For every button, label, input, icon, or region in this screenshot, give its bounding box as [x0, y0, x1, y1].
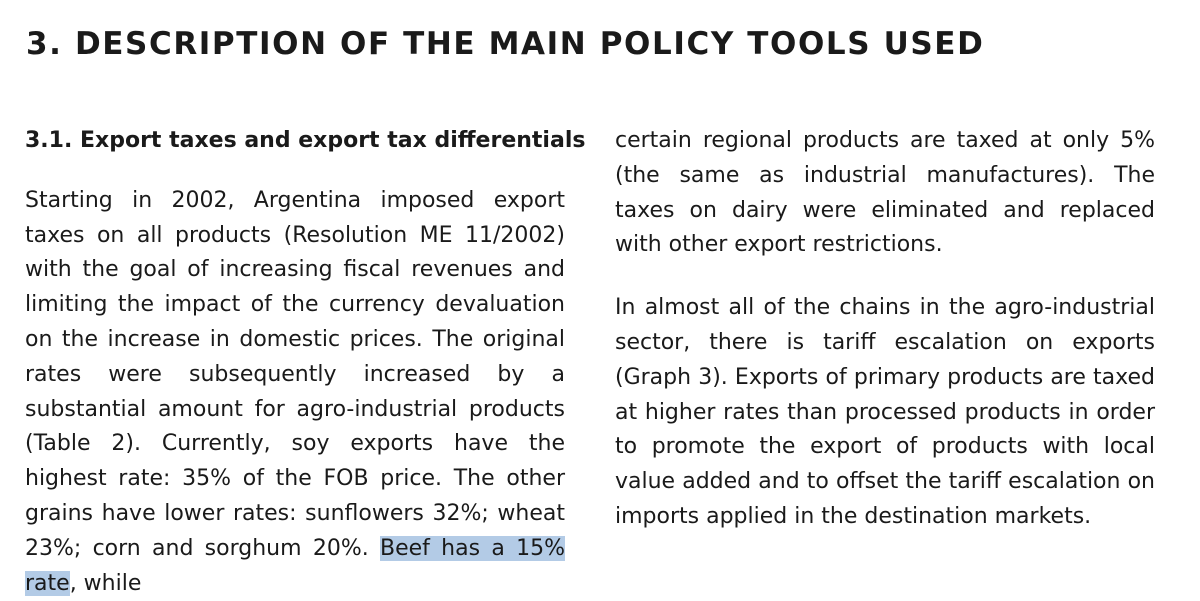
paragraph-text-after-highlight: , while: [69, 570, 142, 596]
section-heading: 3.1. Export taxes and export tax differe…: [25, 128, 586, 153]
body-paragraph-tariff-escalation[interactable]: In almost all of the chains in the agro-…: [615, 295, 1155, 529]
page-title: 3. DESCRIPTION OF THE MAIN POLICY TOOLS …: [26, 26, 985, 62]
body-paragraph-continuation[interactable]: certain regional products are taxed at o…: [615, 128, 1155, 258]
right-column: certain regional products are taxed at o…: [615, 124, 1155, 535]
paragraph-text-before-highlight: Starting in 2002, Argentina imposed expo…: [25, 187, 565, 561]
left-column: 3.1. Export taxes and export tax differe…: [25, 124, 586, 601]
body-paragraph-left[interactable]: Starting in 2002, Argentina imposed expo…: [25, 184, 566, 601]
